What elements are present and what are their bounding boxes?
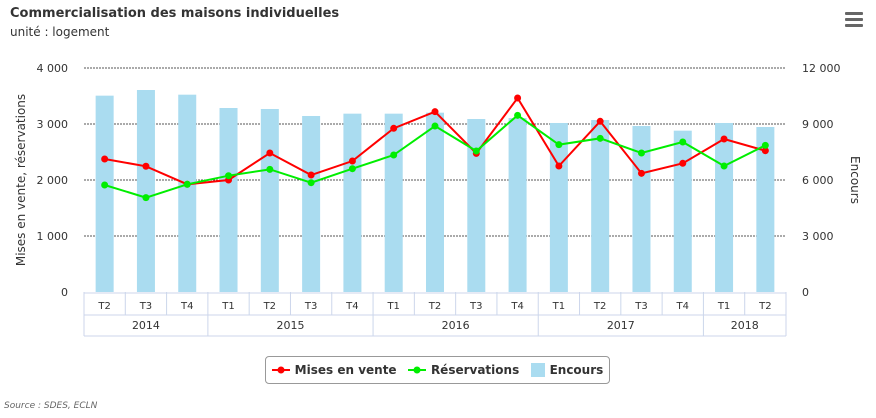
bar-encours — [508, 118, 527, 293]
x-tick-label: T4 — [345, 301, 358, 312]
bar-marker-icon — [530, 363, 545, 377]
point-mises-en-vente — [637, 169, 645, 177]
y2-axis-title: Encours — [848, 156, 862, 204]
x-group-label: 2015 — [276, 319, 304, 332]
point-mises-en-vente — [307, 171, 315, 179]
point-mises-en-vente — [679, 159, 687, 167]
x-tick-label: T1 — [552, 301, 565, 312]
x-tick-label: T4 — [676, 301, 689, 312]
point-mises-en-vente — [101, 155, 109, 163]
x-group-label: 2014 — [132, 319, 160, 332]
bar-encours — [549, 122, 568, 292]
point-reservations — [637, 149, 645, 157]
point-mises-en-vente — [431, 108, 439, 116]
bar-encours — [384, 113, 403, 293]
legend-label: Réservations — [430, 363, 520, 377]
legend-item-mises-en-vente[interactable]: Mises en vente — [271, 363, 397, 377]
point-mises-en-vente — [348, 157, 356, 165]
point-reservations — [679, 138, 687, 146]
y-tick-label: 3 000 — [37, 118, 69, 131]
x-tick-label: T3 — [139, 301, 152, 312]
point-reservations — [761, 141, 769, 149]
point-mises-en-vente — [596, 117, 604, 125]
source-note: Source : SDES, ECLN — [4, 401, 98, 411]
bar-encours — [178, 94, 197, 292]
y-tick-label: 4 000 — [37, 62, 69, 75]
x-tick-label: T3 — [469, 301, 482, 312]
y-tick-label: 1 000 — [37, 230, 69, 243]
chart-title: Commercialisation des maisons individuel… — [10, 6, 340, 21]
bar-encours — [756, 127, 775, 292]
point-reservations — [142, 194, 150, 202]
point-mises-en-vente — [761, 147, 769, 155]
legend-label: Encours — [549, 363, 604, 377]
bar-encours — [302, 115, 321, 292]
x-tick-label: T1 — [221, 301, 234, 312]
x-tick-label: T4 — [180, 301, 193, 312]
y2-tick-label: 3 000 — [802, 230, 834, 243]
point-mises-en-vente — [390, 124, 398, 132]
bar-encours — [715, 122, 734, 292]
point-reservations — [514, 111, 522, 119]
point-reservations — [555, 141, 563, 149]
chart-subtitle: unité : logement — [10, 25, 110, 39]
y2-tick-label: 6 000 — [802, 174, 834, 187]
point-reservations — [596, 134, 604, 142]
line-marker-icon — [271, 366, 290, 374]
bar-encours — [673, 130, 692, 292]
x-tick-label: T2 — [593, 301, 606, 312]
legend-item-encours[interactable]: Encours — [530, 363, 604, 377]
y2-tick-label: 0 — [802, 286, 809, 299]
legend-item-reservations[interactable]: Réservations — [407, 363, 520, 377]
point-mises-en-vente — [266, 149, 274, 157]
x-group-label: 2018 — [731, 319, 759, 332]
point-reservations — [225, 172, 233, 180]
point-reservations — [183, 180, 191, 188]
point-mises-en-vente — [720, 135, 728, 143]
menu-icon[interactable] — [845, 12, 863, 28]
y-tick-label: 0 — [61, 286, 68, 299]
x-tick-label: T2 — [263, 301, 276, 312]
bar-encours — [136, 90, 155, 293]
point-reservations — [431, 122, 439, 130]
point-mises-en-vente — [514, 94, 522, 102]
x-group-label: 2017 — [607, 319, 635, 332]
legend: Mises en vente Réservations Encours — [265, 356, 610, 384]
x-tick-label: T4 — [510, 301, 523, 312]
legend-label: Mises en vente — [294, 363, 397, 377]
x-tick-label: T1 — [386, 301, 399, 312]
y2-tick-label: 12 000 — [802, 62, 841, 75]
point-reservations — [266, 165, 274, 173]
line-marker-icon — [407, 366, 426, 374]
point-reservations — [101, 181, 109, 189]
x-group-label: 2016 — [442, 319, 470, 332]
point-reservations — [390, 151, 398, 159]
bar-encours — [591, 120, 610, 292]
x-tick-label: T3 — [304, 301, 317, 312]
point-reservations — [720, 162, 728, 170]
y-tick-label: 2 000 — [37, 174, 69, 187]
x-tick-label: T2 — [758, 301, 771, 312]
point-reservations — [472, 147, 480, 155]
bar-encours — [426, 112, 444, 292]
x-tick-label: T3 — [634, 301, 647, 312]
point-reservations — [348, 165, 356, 173]
x-tick-label: T2 — [428, 301, 441, 312]
point-mises-en-vente — [142, 162, 150, 170]
point-mises-en-vente — [555, 162, 563, 170]
y2-tick-label: 9 000 — [802, 118, 834, 131]
bar-encours — [343, 113, 362, 293]
bar-encours — [467, 118, 486, 292]
x-tick-label: T1 — [717, 301, 730, 312]
bar-encours — [260, 108, 279, 292]
x-tick-label: T2 — [97, 301, 110, 312]
point-reservations — [307, 179, 315, 187]
y-axis-title: Mises en vente, réservations — [14, 94, 28, 266]
bar-encours — [95, 95, 114, 292]
bar-encours — [219, 108, 238, 292]
